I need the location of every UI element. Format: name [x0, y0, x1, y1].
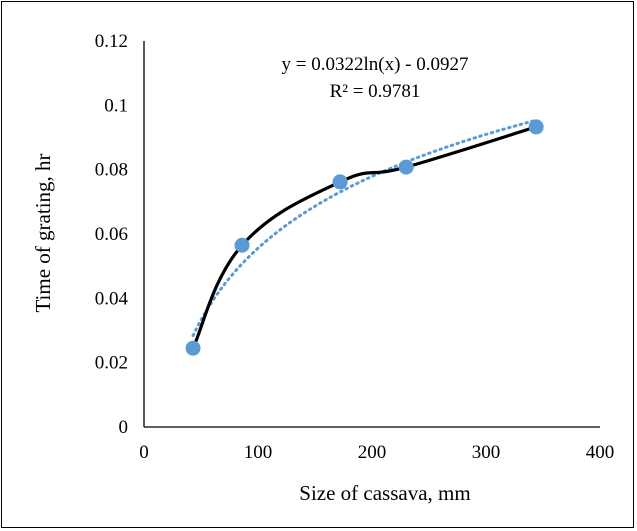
data-point: [332, 174, 348, 190]
x-tick-label: 100: [244, 442, 273, 463]
y-tick-label: 0: [119, 417, 129, 438]
x-axis-title: Size of cassava, mm: [299, 481, 470, 505]
y-tick-label: 0.08: [95, 160, 128, 181]
y-tick-label: 0.1: [104, 95, 128, 116]
trendline-r-squared: R² = 0.9781: [330, 81, 421, 102]
data-point: [398, 159, 414, 175]
x-tick-label: 300: [472, 442, 501, 463]
y-tick-label: 0.04: [95, 288, 129, 309]
x-tick-label: 400: [586, 442, 615, 463]
data-point: [528, 119, 544, 135]
series-line: [191, 125, 537, 349]
x-tick-label: 0: [139, 442, 149, 463]
data-points: [185, 119, 544, 356]
y-tick-label: 0.02: [95, 353, 128, 374]
data-point: [185, 340, 201, 356]
trendline-equation: y = 0.0322ln(x) - 0.0927: [282, 54, 469, 75]
y-tick-label: 0.12: [95, 31, 128, 52]
x-tick-label: 200: [358, 442, 387, 463]
tick-labels: 0 100 200 300 400 0 0.02 0.04 0.06 0.08 0.1 0.12: [95, 31, 615, 463]
y-tick-label: 0.06: [95, 224, 128, 245]
trendline: [191, 118, 538, 338]
data-point: [234, 237, 250, 253]
axes: [143, 41, 600, 428]
y-axis-title: Time of grating, hr: [31, 153, 55, 312]
